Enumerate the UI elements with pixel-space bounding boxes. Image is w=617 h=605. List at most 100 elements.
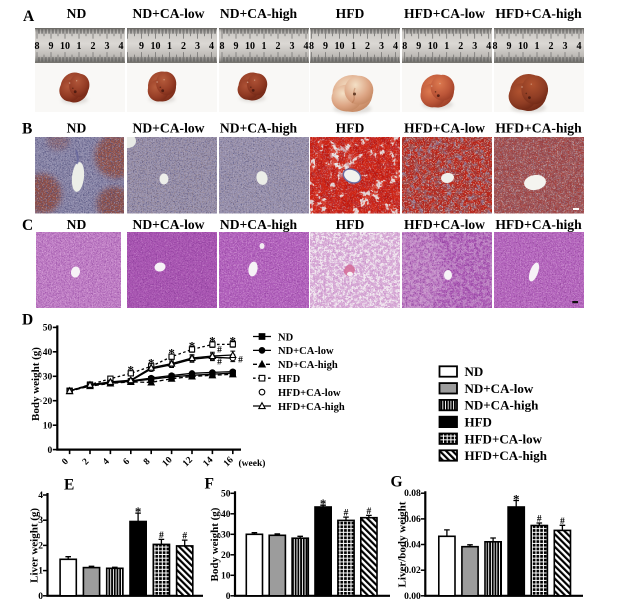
svg-text:2: 2 (276, 41, 281, 52)
svg-text:0: 0 (48, 446, 53, 456)
svg-text:2: 2 (549, 41, 554, 52)
svg-text:1: 1 (77, 41, 82, 52)
svg-text:10: 10 (151, 41, 161, 52)
svg-text:1: 1 (535, 41, 540, 52)
svg-text:ND: ND (67, 217, 87, 232)
svg-text:(week): (week) (239, 458, 266, 469)
svg-text:1: 1 (351, 41, 356, 52)
svg-text:4: 4 (304, 41, 309, 52)
svg-text:3: 3 (563, 41, 568, 52)
svg-text:#: # (238, 356, 243, 366)
svg-text:9: 9 (323, 41, 328, 52)
svg-text:3: 3 (472, 41, 477, 52)
svg-text:1: 1 (444, 41, 449, 52)
svg-text:*: * (135, 504, 142, 519)
svg-text:*: * (189, 338, 196, 353)
svg-text:9: 9 (507, 41, 512, 52)
svg-text:1: 1 (38, 567, 43, 577)
svg-text:#: # (537, 515, 542, 525)
svg-text:HFD+CA-low: HFD+CA-low (404, 6, 485, 21)
svg-text:HFD+CA-high: HFD+CA-high (278, 402, 345, 413)
svg-text:HFD+CA-high: HFD+CA-high (495, 121, 582, 136)
svg-text:4: 4 (101, 457, 112, 468)
svg-text:*: * (320, 496, 327, 511)
svg-text:0.08: 0.08 (404, 489, 421, 499)
svg-text:4: 4 (119, 41, 124, 52)
svg-text:10: 10 (518, 41, 528, 52)
svg-text:4: 4 (393, 41, 398, 52)
svg-text:Liver/body weight: Liver/body weight (397, 501, 409, 587)
svg-text:HFD+CA-high: HFD+CA-high (495, 217, 582, 232)
svg-text:8: 8 (402, 41, 407, 52)
svg-text:*: * (209, 334, 216, 349)
svg-text:3: 3 (105, 41, 110, 52)
svg-text:HFD: HFD (336, 6, 365, 21)
svg-text:8: 8 (220, 41, 225, 52)
svg-text:B: B (22, 121, 32, 138)
svg-text:0.00: 0.00 (404, 592, 421, 602)
svg-text:4: 4 (486, 41, 491, 52)
svg-text:8: 8 (493, 41, 498, 52)
svg-text:#: # (344, 509, 349, 519)
svg-text:HFD: HFD (278, 374, 301, 385)
svg-text:ND+CA-low: ND+CA-low (133, 217, 205, 232)
svg-text:50: 50 (43, 324, 53, 334)
svg-text:10: 10 (60, 41, 70, 52)
svg-text:3: 3 (379, 41, 384, 52)
svg-text:#: # (560, 517, 565, 527)
svg-text:10: 10 (335, 41, 345, 52)
svg-text:3: 3 (38, 516, 43, 526)
svg-text:HFD: HFD (465, 415, 492, 430)
svg-text:Liver weight (g): Liver weight (g) (29, 508, 41, 583)
svg-text:#: # (367, 507, 372, 517)
svg-text:8: 8 (142, 457, 153, 468)
svg-text:0: 0 (60, 457, 71, 468)
svg-text:Body weight (g): Body weight (g) (209, 507, 221, 581)
svg-text:D: D (22, 312, 33, 329)
svg-text:A: A (23, 8, 35, 25)
svg-text:10: 10 (245, 41, 255, 52)
svg-text:16: 16 (222, 455, 236, 469)
svg-text:0: 0 (38, 592, 43, 602)
svg-text:2: 2 (181, 41, 186, 52)
svg-text:1: 1 (262, 41, 267, 52)
svg-text:ND+CA-high: ND+CA-high (220, 217, 298, 232)
svg-text:ND+CA-low: ND+CA-low (133, 121, 205, 136)
svg-text:*: * (128, 362, 135, 377)
svg-text:ND+CA-low: ND+CA-low (465, 381, 534, 396)
svg-text:ND+CA-low: ND+CA-low (133, 6, 205, 21)
svg-text:8: 8 (35, 41, 40, 52)
svg-text:*: * (148, 355, 155, 370)
svg-text:10: 10 (43, 421, 53, 431)
svg-text:*: * (513, 492, 520, 507)
svg-text:*: * (230, 333, 237, 348)
svg-text:HFD+CA-high: HFD+CA-high (495, 6, 582, 21)
svg-text:ND: ND (278, 332, 294, 343)
svg-text:ND+CA-low: ND+CA-low (278, 346, 334, 357)
svg-text:#: # (159, 531, 164, 541)
svg-text:2: 2 (91, 41, 96, 52)
svg-text:9: 9 (416, 41, 421, 52)
svg-text:4: 4 (209, 41, 214, 52)
svg-text:HFD+CA-low: HFD+CA-low (465, 431, 543, 446)
svg-text:C: C (22, 217, 33, 234)
svg-text:3: 3 (290, 41, 295, 52)
svg-text:HFD: HFD (336, 217, 365, 232)
svg-text:HFD+CA-high: HFD+CA-high (465, 448, 548, 463)
svg-text:2: 2 (365, 41, 370, 52)
svg-text:12: 12 (181, 455, 195, 469)
svg-text:10: 10 (161, 455, 175, 469)
svg-text:40: 40 (43, 348, 53, 358)
svg-text:Body weight (g): Body weight (g) (30, 347, 42, 421)
svg-text:#: # (182, 532, 187, 542)
svg-text:E: E (64, 477, 74, 494)
svg-text:ND+CA-high: ND+CA-high (278, 360, 338, 371)
svg-text:30: 30 (43, 373, 53, 383)
svg-text:20: 20 (43, 397, 53, 407)
svg-text:10: 10 (221, 571, 231, 581)
svg-text:ND: ND (67, 6, 87, 21)
svg-text:0.06: 0.06 (404, 515, 421, 525)
svg-text:9: 9 (234, 41, 239, 52)
svg-text:3: 3 (195, 41, 200, 52)
svg-text:20: 20 (221, 551, 231, 561)
